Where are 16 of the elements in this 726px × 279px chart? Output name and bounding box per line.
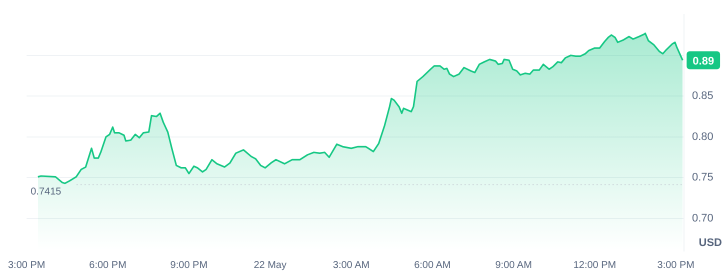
x-tick-label: 3:00 PM (657, 260, 695, 271)
x-tick-label: 22 May (254, 260, 286, 271)
x-tick-label: 3:00 PM (8, 260, 46, 271)
x-tick-label: 6:00 AM (414, 260, 451, 271)
y-tick-label: 0.75 (692, 172, 714, 184)
x-tick-label: 12:00 PM (573, 260, 616, 271)
x-tick-label: 6:00 PM (89, 260, 126, 271)
y-tick-label: 0.70 (692, 212, 714, 224)
ref-line-label: 0.7415 (30, 186, 62, 198)
x-tick-label: 9:00 AM (495, 260, 532, 271)
x-tick-label: 9:00 PM (170, 260, 208, 271)
x-tick-label: 3:00 AM (332, 260, 370, 271)
annotation: 0.89 (692, 55, 714, 68)
y-axis-title: USD (698, 237, 722, 250)
y-tick-label: 0.85 (692, 90, 714, 102)
y-tick-label: 0.80 (692, 130, 714, 143)
